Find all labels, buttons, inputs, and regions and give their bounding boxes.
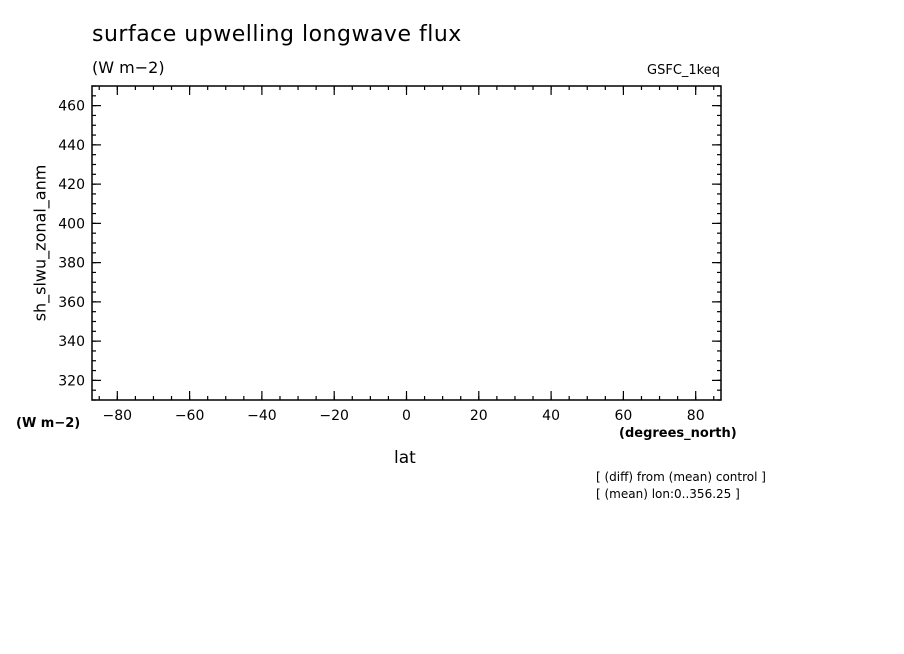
- note-mean: [ (mean) lon:0..356.25 ]: [596, 487, 740, 501]
- x-tick-label: −60: [175, 408, 205, 424]
- x-tick-label: −80: [103, 408, 133, 424]
- x-tick-label: −20: [319, 408, 349, 424]
- y-axis-ticks: 320 340 360 380 400 420 440 460: [58, 85, 721, 401]
- x-axis-label: lat: [394, 448, 416, 468]
- x-axis-units: (degrees_north): [619, 426, 737, 441]
- y-tick-label: 460: [58, 99, 85, 115]
- plot-frame: [91, 85, 722, 401]
- x-tick-label: 20: [470, 408, 488, 424]
- x-tick-label: −40: [247, 408, 277, 424]
- dataset-label: GSFC_1keq: [647, 63, 720, 78]
- y-tick-label: 440: [58, 138, 85, 154]
- note-diff: [ (diff) from (mean) control ]: [596, 470, 766, 484]
- x-tick-label: 0: [402, 408, 411, 424]
- x-tick-label: 80: [687, 408, 705, 424]
- x-tick-label: 40: [542, 408, 560, 424]
- y-tick-label: 360: [58, 295, 85, 311]
- x-axis-ticks: −80 −60 −40 −20 0 20 40 60 80: [98, 86, 715, 424]
- y-tick-label: 380: [58, 256, 85, 272]
- y-tick-label: 420: [58, 177, 85, 193]
- y-tick-label: 400: [58, 216, 85, 232]
- x-tick-label: 60: [614, 408, 632, 424]
- y-axis-units: (W m−2): [16, 416, 81, 431]
- chart-title: surface upwelling longwave flux: [92, 22, 462, 47]
- title-units: (W m−2): [92, 58, 165, 77]
- y-tick-label: 320: [58, 373, 85, 389]
- y-tick-label: 340: [58, 334, 85, 350]
